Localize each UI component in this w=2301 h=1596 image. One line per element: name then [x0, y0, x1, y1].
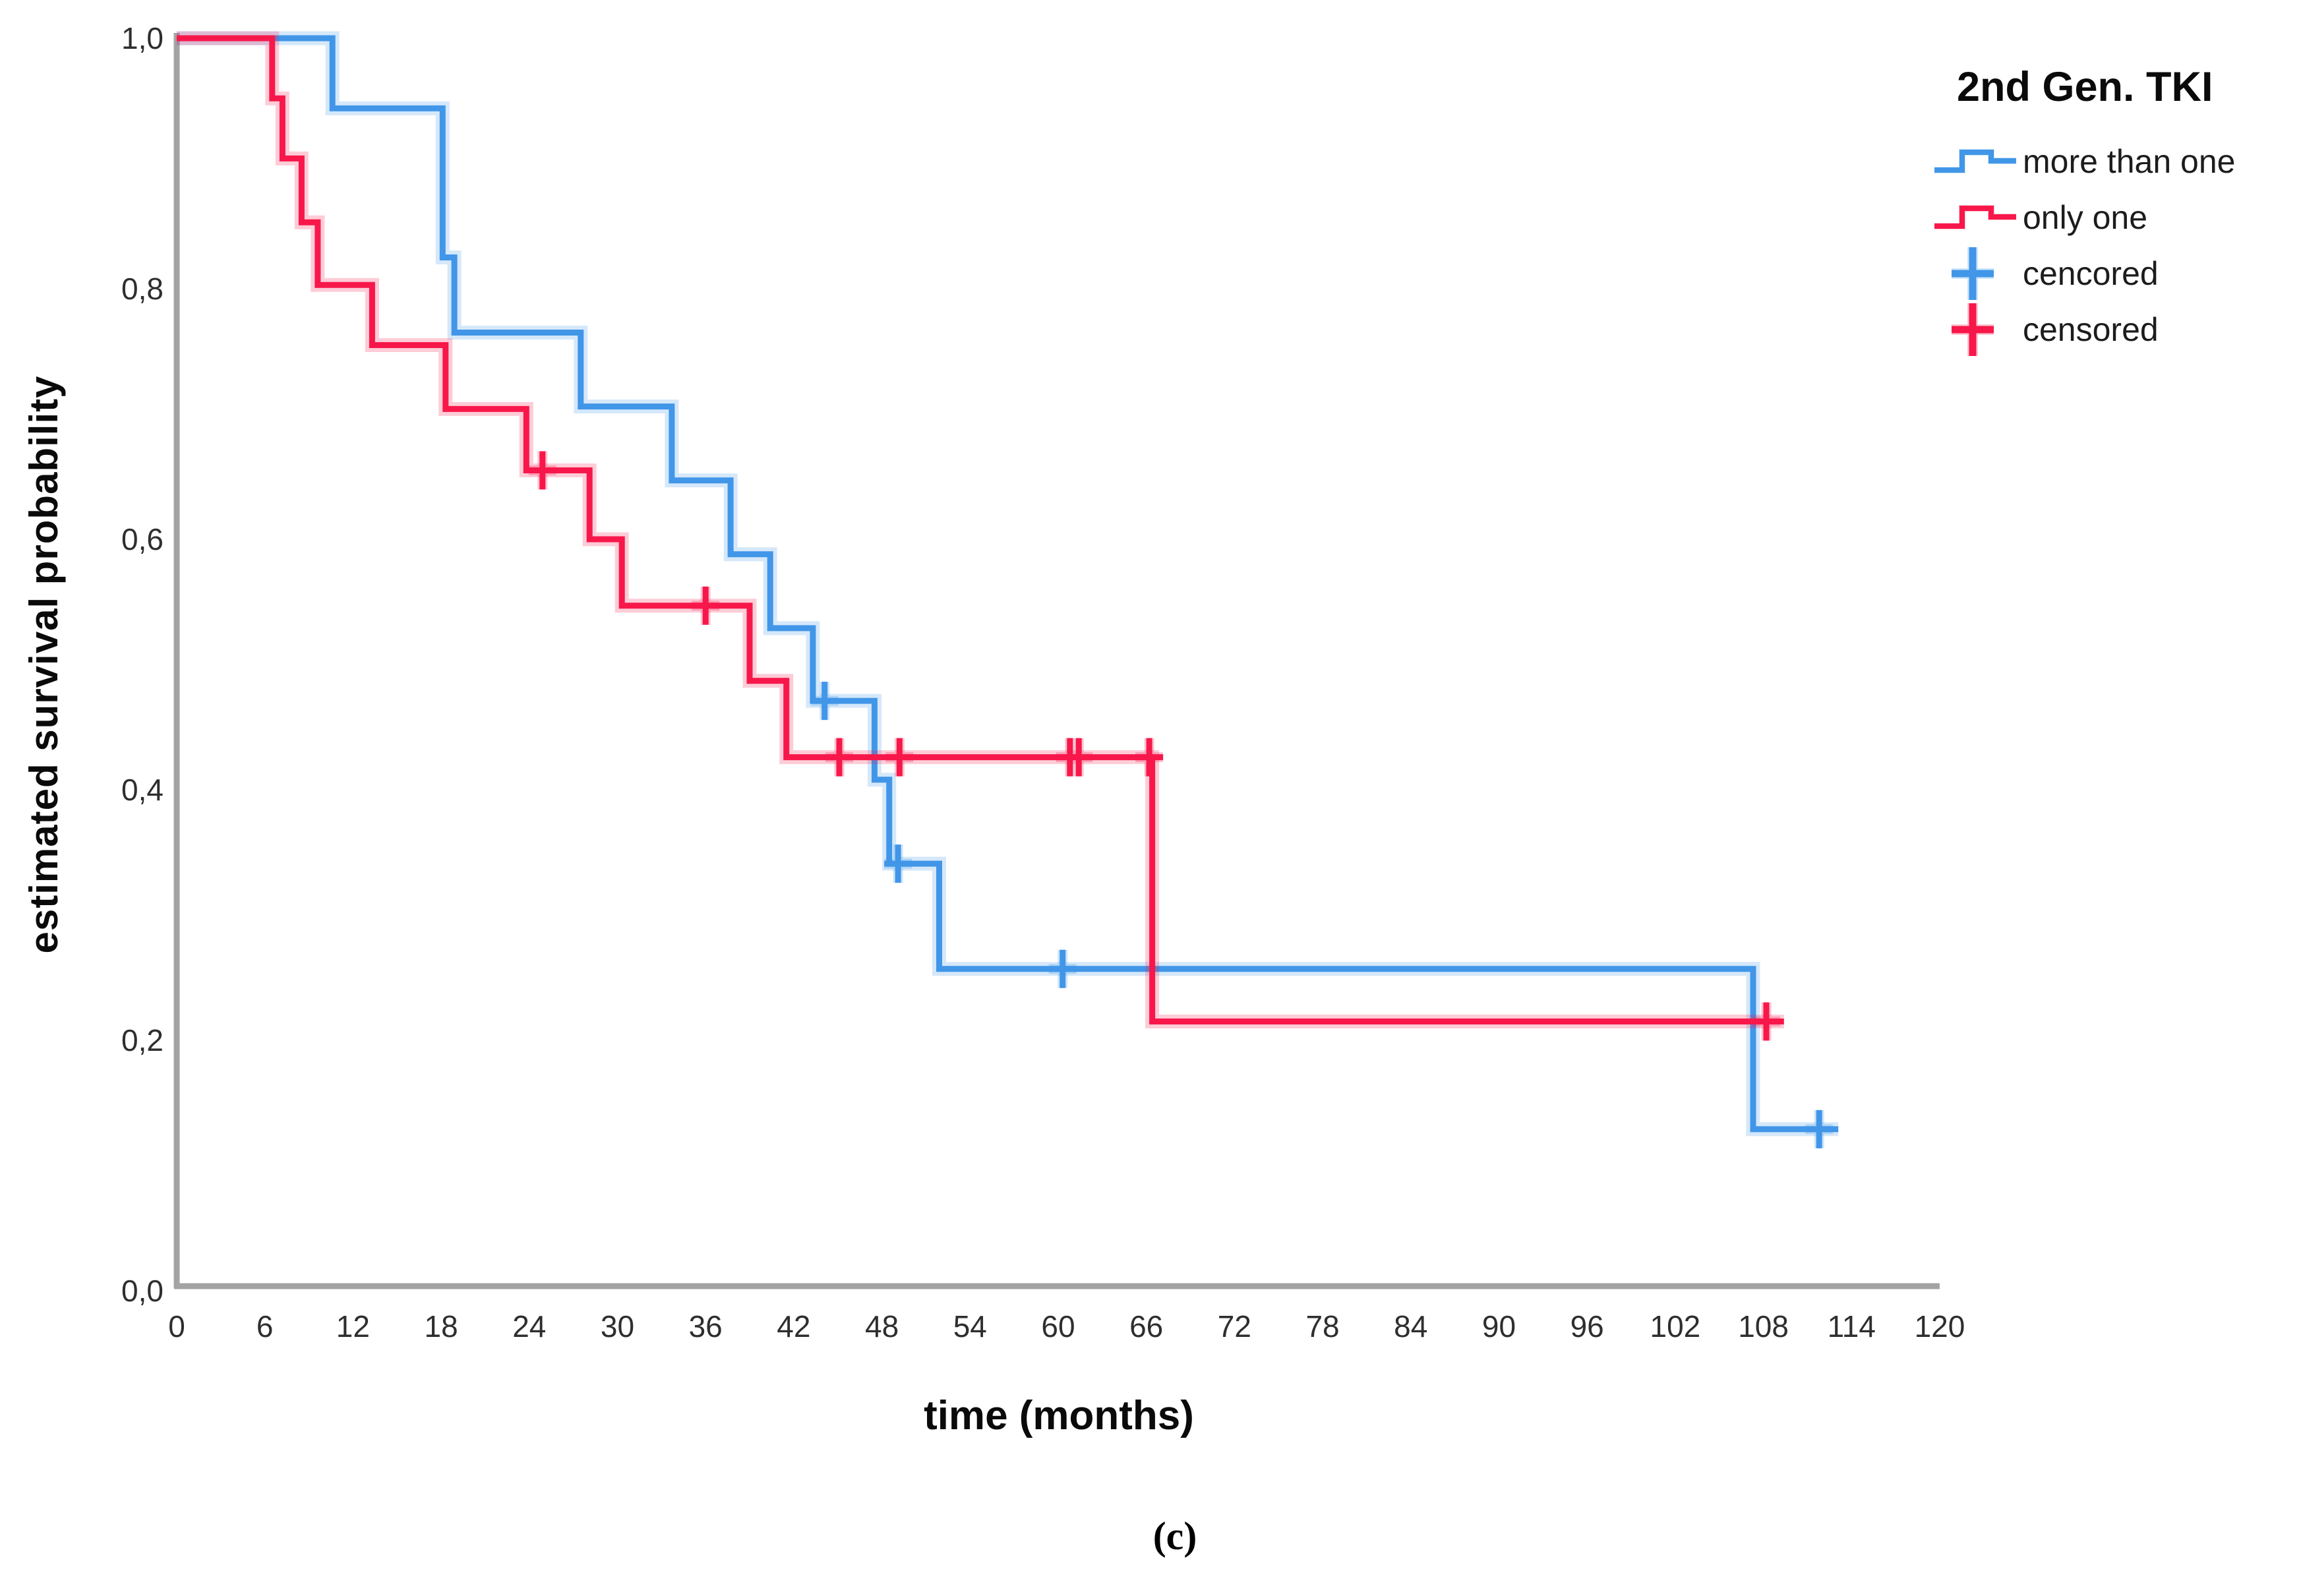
- x-tick-label: 84: [1394, 1309, 1428, 1344]
- figure-caption: (c): [1152, 1514, 1197, 1558]
- x-tick-label: 120: [1914, 1309, 1965, 1344]
- y-tick-label: 0,4: [121, 773, 164, 807]
- x-tick-label: 90: [1481, 1309, 1516, 1344]
- x-tick-label: 96: [1570, 1309, 1604, 1344]
- x-tick-label: 66: [1129, 1309, 1164, 1344]
- survival-curve-halo-red: [177, 31, 1784, 1028]
- x-axis-title: time (months): [924, 1393, 1194, 1438]
- x-tick-label: 108: [1738, 1309, 1789, 1344]
- legend-title: 2nd Gen. TKI: [1957, 64, 2213, 110]
- plus-censor-icon: [1932, 301, 2019, 359]
- x-tick-label: 0: [168, 1309, 185, 1344]
- legend-item-label: censored: [2023, 310, 2159, 348]
- x-tick-label: 12: [336, 1309, 370, 1344]
- x-tick-label: 24: [512, 1309, 547, 1344]
- survival-curve-halo-blue: [177, 31, 1839, 1137]
- legend-item-label: only one: [2023, 198, 2148, 236]
- y-tick-label: 0,6: [121, 522, 164, 556]
- y-tick-label: 0,0: [121, 1274, 164, 1308]
- x-tick-label: 30: [600, 1309, 635, 1344]
- x-tick-label: 48: [864, 1309, 899, 1344]
- legend-item: only one: [1932, 189, 2301, 245]
- legend-items: more than one only one cencored censored: [1932, 133, 2301, 357]
- y-axis-title: estimated survival probability: [22, 375, 66, 954]
- legend-item: cencored: [1932, 245, 2301, 301]
- step-line-icon: [1932, 146, 2019, 177]
- y-tick-label: 0,8: [121, 272, 164, 306]
- censor-marks-red: [528, 451, 1780, 1041]
- survival-curve-red: [177, 35, 1784, 1024]
- plus-censor-icon: [1932, 245, 2019, 303]
- x-tick-label: 102: [1650, 1309, 1701, 1344]
- x-tick-label: 36: [688, 1309, 723, 1344]
- x-tick-label: 60: [1041, 1309, 1075, 1344]
- x-tick-label: 114: [1827, 1309, 1876, 1344]
- x-tick-label: 18: [424, 1309, 458, 1344]
- y-tick-label: 0,2: [121, 1023, 164, 1057]
- x-tick-label: 6: [256, 1309, 274, 1344]
- censor-marks-blue: [810, 682, 1834, 1148]
- legend-item-label: cencored: [2023, 254, 2159, 292]
- step-line-icon: [1932, 202, 2019, 233]
- x-tick-label: 78: [1305, 1309, 1340, 1344]
- x-tick-label: 42: [777, 1309, 811, 1344]
- x-tick-label: 54: [953, 1309, 987, 1344]
- x-tick-label: 72: [1217, 1309, 1251, 1344]
- legend-item: more than one: [1932, 133, 2301, 189]
- legend-item-label: more than one: [2023, 142, 2236, 180]
- legend: 2nd Gen. TKI more than one only one cencor…: [1932, 63, 2301, 357]
- y-tick-label: 1,0: [121, 21, 164, 55]
- legend-item: censored: [1932, 301, 2301, 357]
- survival-curve-blue: [177, 35, 1839, 1133]
